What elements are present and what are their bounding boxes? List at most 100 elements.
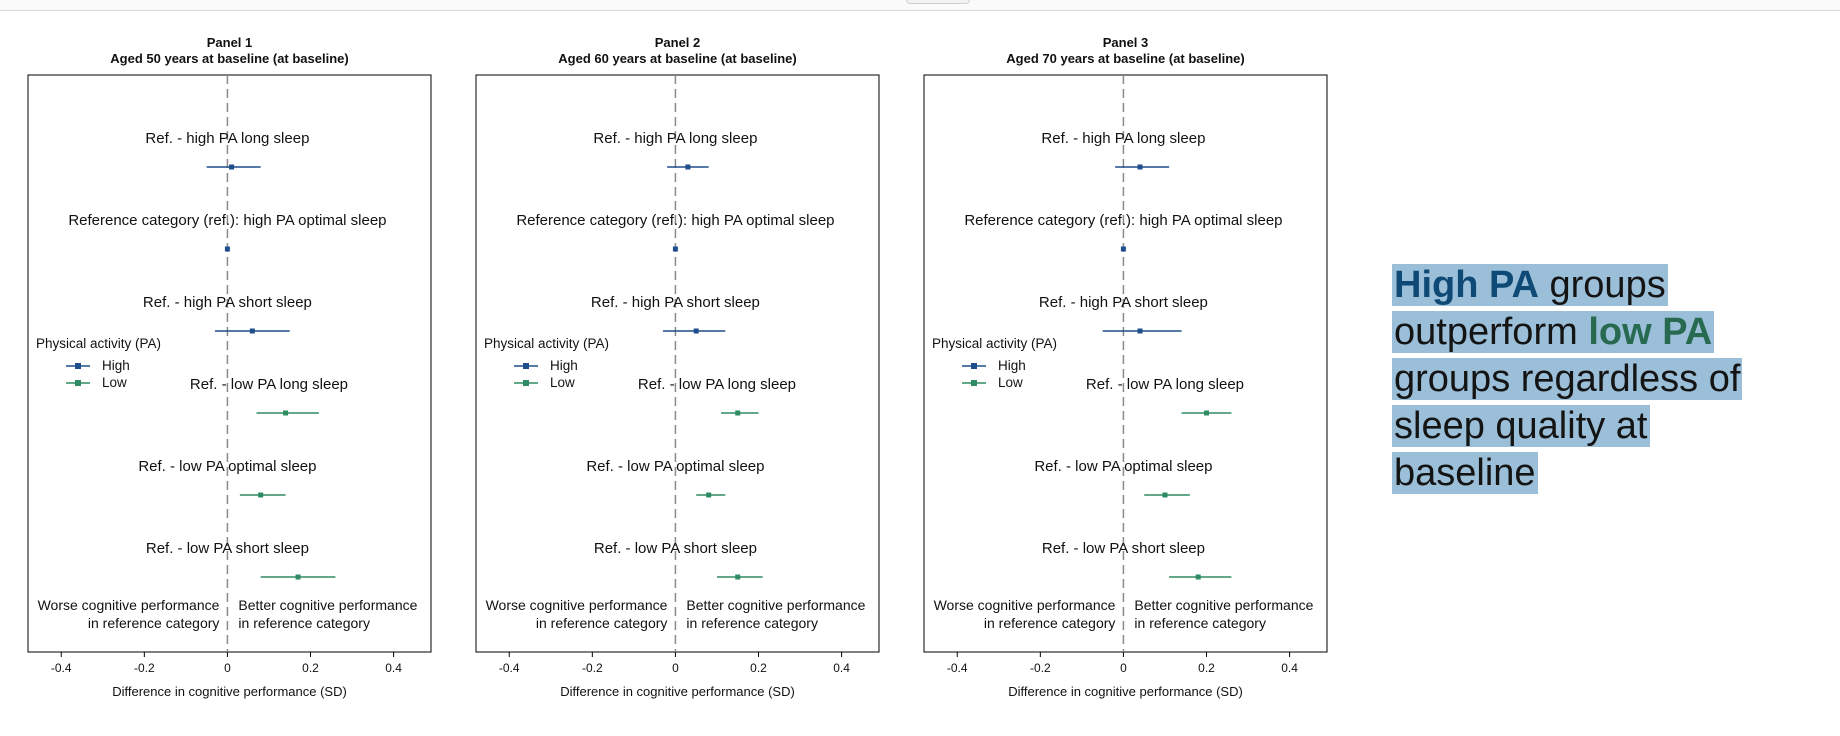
x-tick-label: 0 — [672, 661, 679, 675]
point-estimate-marker — [1137, 328, 1143, 334]
x-tick-label: -0.4 — [947, 661, 968, 675]
note-better-line-2: in reference category — [238, 615, 370, 631]
row-label: Ref. - high PA long sleep — [145, 130, 309, 147]
point-estimate-marker — [706, 492, 712, 498]
callout-low-pa: low PA — [1588, 311, 1713, 353]
legend-marker — [75, 363, 81, 369]
point-estimate-marker — [229, 164, 235, 170]
point-estimate-marker — [249, 328, 255, 334]
legend-marker — [523, 380, 529, 386]
point-estimate-marker — [258, 492, 264, 498]
point-estimate-marker — [1162, 492, 1168, 498]
x-tick-label: 0.4 — [385, 661, 402, 675]
note-worse-line-1: Worse cognitive performance — [934, 597, 1116, 613]
x-tick-label: 0 — [224, 661, 231, 675]
x-tick-label: 0.2 — [750, 661, 767, 675]
legend-marker — [523, 363, 529, 369]
legend-title: Physical activity (PA) — [932, 336, 1057, 351]
row-label: Ref. - low PA short sleep — [1042, 540, 1205, 557]
point-estimate-marker — [1137, 164, 1143, 170]
note-worse-line-2: in reference category — [984, 615, 1116, 631]
note-worse-line-1: Worse cognitive performance — [486, 597, 668, 613]
legend-title: Physical activity (PA) — [36, 336, 161, 351]
row-label: Reference category (ref.): high PA optim… — [516, 212, 834, 229]
note-worse-line-2: in reference category — [88, 615, 220, 631]
legend-item-label: Low — [550, 375, 575, 390]
legend-marker — [75, 380, 81, 386]
row-label: Ref. - low PA optimal sleep — [1034, 458, 1212, 475]
point-estimate-marker — [735, 410, 741, 416]
row-label: Reference category (ref.): high PA optim… — [964, 212, 1282, 229]
point-estimate-marker — [1120, 246, 1126, 252]
note-better-line-2: in reference category — [686, 615, 818, 631]
row-label: Reference category (ref.): high PA optim… — [68, 212, 386, 229]
x-tick-label: 0.4 — [833, 661, 850, 675]
plot-frame — [27, 74, 432, 653]
panel-title: Panel 3 — [1103, 35, 1149, 50]
point-estimate-marker — [685, 164, 691, 170]
window-tab-handle[interactable] — [906, 0, 970, 4]
callout-part-2: groups regardless of sleep quality at ba… — [1394, 358, 1741, 494]
note-worse-line-1: Worse cognitive performance — [38, 597, 220, 613]
row-label: Ref. - high PA long sleep — [1041, 130, 1205, 147]
legend-item-label: Low — [998, 375, 1023, 390]
point-estimate-marker — [693, 328, 699, 334]
row-label: Ref. - low PA long sleep — [1086, 376, 1244, 393]
legend-marker — [971, 380, 977, 386]
note-better-line-1: Better cognitive performance — [1134, 597, 1313, 613]
point-estimate-marker — [1204, 410, 1210, 416]
x-tick-label: -0.4 — [499, 661, 520, 675]
legend-item-label: Low — [102, 375, 127, 390]
x-tick-label: 0.2 — [302, 661, 319, 675]
note-better-line-1: Better cognitive performance — [686, 597, 865, 613]
x-tick-label: 0.4 — [1281, 661, 1298, 675]
row-label: Ref. - high PA long sleep — [593, 130, 757, 147]
row-label: Ref. - low PA short sleep — [594, 540, 757, 557]
x-axis-label: Difference in cognitive performance (SD) — [112, 684, 347, 699]
panel-title: Panel 1 — [207, 35, 253, 50]
note-better-line-2: in reference category — [1134, 615, 1266, 631]
x-axis-label: Difference in cognitive performance (SD) — [560, 684, 795, 699]
x-tick-label: -0.2 — [582, 661, 603, 675]
row-label: Ref. - high PA short sleep — [591, 294, 760, 311]
plot-frame — [923, 74, 1328, 653]
legend-item-label: High — [998, 358, 1026, 373]
x-tick-label: 0.2 — [1198, 661, 1215, 675]
row-label: Ref. - low PA long sleep — [638, 376, 796, 393]
row-label: Ref. - low PA optimal sleep — [138, 458, 316, 475]
x-tick-label: -0.4 — [51, 661, 72, 675]
point-estimate-marker — [224, 246, 230, 252]
x-axis-label: Difference in cognitive performance (SD) — [1008, 684, 1243, 699]
point-estimate-marker — [672, 246, 678, 252]
note-worse-line-2: in reference category — [536, 615, 668, 631]
legend-marker — [971, 363, 977, 369]
point-estimate-marker — [283, 410, 289, 416]
point-estimate-marker — [295, 574, 301, 580]
panel-subtitle: Aged 50 years at baseline (at baseline) — [110, 51, 348, 66]
row-label: Ref. - high PA short sleep — [143, 294, 312, 311]
row-label: Ref. - low PA optimal sleep — [586, 458, 764, 475]
point-estimate-marker — [735, 574, 741, 580]
callout-text: High PA groups outperform low PA groups … — [1392, 262, 1792, 497]
row-label: Ref. - low PA long sleep — [190, 376, 348, 393]
callout-high-pa: High PA — [1394, 264, 1539, 306]
note-better-line-1: Better cognitive performance — [238, 597, 417, 613]
x-tick-label: -0.2 — [134, 661, 155, 675]
row-label: Ref. - low PA short sleep — [146, 540, 309, 557]
x-tick-label: 0 — [1120, 661, 1127, 675]
window-top-bar — [0, 0, 1840, 11]
legend-item-label: High — [102, 358, 130, 373]
point-estimate-marker — [1195, 574, 1201, 580]
legend-item-label: High — [550, 358, 578, 373]
x-tick-label: -0.2 — [1030, 661, 1051, 675]
legend-title: Physical activity (PA) — [484, 336, 609, 351]
panel-subtitle: Aged 70 years at baseline (at baseline) — [1006, 51, 1244, 66]
row-label: Ref. - high PA short sleep — [1039, 294, 1208, 311]
callout-part-1: groups outperform — [1394, 264, 1666, 353]
panel-subtitle: Aged 60 years at baseline (at baseline) — [558, 51, 796, 66]
plot-frame — [475, 74, 880, 653]
panel-title: Panel 2 — [655, 35, 701, 50]
